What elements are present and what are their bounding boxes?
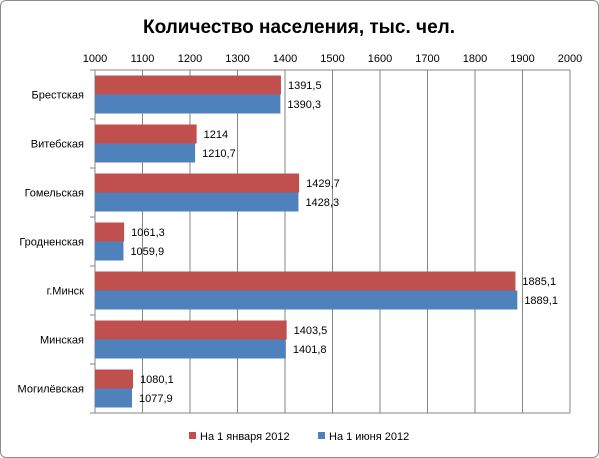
x-tick-label: 1400 <box>273 53 297 65</box>
bar <box>95 124 197 144</box>
category-label: Гомельская <box>25 188 84 200</box>
category-label: Гродненская <box>19 237 84 249</box>
bar <box>95 320 287 340</box>
data-label: 1210,7 <box>202 148 236 160</box>
x-tick-label: 2000 <box>558 53 582 65</box>
category-label: Брестская <box>32 90 85 102</box>
legend-entry: На 1 января 2012 <box>200 431 290 443</box>
category-label: г.Минск <box>47 286 85 298</box>
data-label: 1429,7 <box>306 178 340 190</box>
data-label: 1403,5 <box>294 325 328 337</box>
data-label: 1428,3 <box>305 197 339 209</box>
data-label: 1391,5 <box>288 80 322 92</box>
bar <box>95 222 125 242</box>
x-tick-label: 1800 <box>463 53 487 65</box>
legend-entry: На 1 июня 2012 <box>329 431 409 443</box>
bars <box>95 75 518 408</box>
x-axis-ticks: 1000 1100 1200 1300 1400 1500 1600 1700 1800 1900… <box>83 53 582 65</box>
data-labels: 1391,5 1390,3 1214 1210,7 1429,7 1428,3 1061,3… <box>130 80 558 405</box>
data-label: 1885,1 <box>522 276 556 288</box>
data-label: 1059,9 <box>130 246 164 258</box>
data-label: 1401,8 <box>293 344 327 356</box>
category-labels: Брестская Витебская Гомельская Гродненская г… <box>18 90 85 396</box>
bar <box>95 241 124 261</box>
legend-swatch <box>189 432 196 439</box>
bar <box>95 143 196 163</box>
bar <box>95 290 518 310</box>
x-tick-label: 1500 <box>320 53 344 65</box>
x-tick-label: 1600 <box>368 53 392 65</box>
data-label: 1889,1 <box>524 295 558 307</box>
x-tick-label: 1700 <box>415 53 439 65</box>
legend: На 1 января 2012 На 1 июня 2012 <box>189 431 409 443</box>
x-tick-label: 1200 <box>178 53 202 65</box>
chart-title: Количество населения, тыс. чел. <box>143 17 455 38</box>
bar <box>95 271 516 291</box>
category-label: Витебская <box>31 139 84 151</box>
bar <box>95 173 300 193</box>
data-label: 1390,3 <box>287 99 321 111</box>
x-tick-label: 1000 <box>83 53 107 65</box>
bar <box>95 75 281 95</box>
data-label: 1080,1 <box>140 374 174 386</box>
category-label: Минская <box>40 335 84 347</box>
bar <box>95 94 281 114</box>
legend-swatch <box>318 432 325 439</box>
bar <box>95 369 134 389</box>
x-tick-label: 1900 <box>510 53 534 65</box>
data-label: 1061,3 <box>131 227 165 239</box>
data-label: 1077,9 <box>139 393 173 405</box>
category-label: Могилёвская <box>18 384 84 396</box>
bar <box>95 388 133 408</box>
bar <box>95 339 286 359</box>
bar <box>95 192 299 212</box>
gridlines <box>90 69 571 414</box>
data-label: 1214 <box>204 129 228 141</box>
x-tick-label: 1100 <box>131 53 155 65</box>
x-tick-label: 1300 <box>225 53 249 65</box>
